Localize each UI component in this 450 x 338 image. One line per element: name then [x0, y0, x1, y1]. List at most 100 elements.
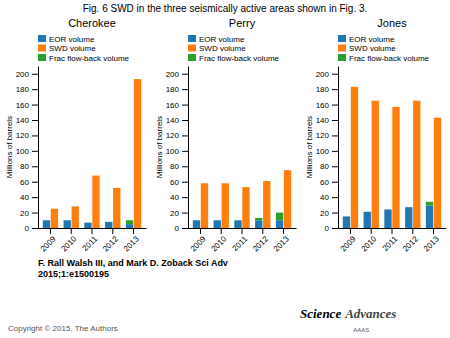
x-tick-mark: [50, 228, 51, 234]
bar: [364, 211, 371, 212]
y-tick-mark: [182, 182, 188, 183]
y-tick-mark: [182, 166, 188, 167]
y-tick-mark: [332, 151, 338, 152]
x-tick-mark: [112, 228, 113, 234]
bar: [384, 209, 391, 210]
x-tick-label: 2010: [209, 234, 228, 253]
y-tick-label: 40: [170, 193, 179, 202]
legend-item: Frac flow-back volume: [38, 54, 130, 63]
y-tick-label: 60: [170, 178, 179, 187]
y-tick-label: 200: [316, 70, 330, 79]
legend-label: SWD volume: [49, 44, 96, 53]
y-tick-mark: [32, 166, 38, 167]
legend-item: SWD volume: [38, 44, 96, 53]
y-tick: 80: [320, 162, 338, 171]
x-tick: 2011: [381, 228, 400, 253]
panel: Perry02040608010012014016018020020092010…: [155, 17, 297, 253]
y-tick-mark: [32, 89, 38, 90]
bars: [193, 170, 291, 228]
y-tick-mark: [32, 197, 38, 198]
y-tick-mark: [332, 120, 338, 121]
y-tick-label: 60: [20, 178, 29, 187]
y-tick-mark: [32, 105, 38, 106]
legend-label: Frac flow-back volume: [49, 54, 130, 63]
legend: EOR volumeSWD volumeFrac flow-back volum…: [188, 35, 280, 63]
bar: [434, 118, 441, 228]
bar: [113, 188, 120, 228]
y-tick-label: 20: [320, 209, 329, 218]
y-tick: 120: [16, 131, 38, 140]
x-tick-label: 2010: [359, 234, 378, 253]
x-tick: 2012: [401, 228, 420, 253]
legend-label: EOR volume: [199, 35, 245, 44]
y-tick-mark: [332, 105, 338, 106]
y-tick-mark: [182, 213, 188, 214]
y-tick: 100: [166, 147, 188, 156]
x-tick: 2011: [231, 228, 250, 253]
y-tick-mark: [332, 89, 338, 90]
bar: [43, 220, 50, 228]
y-tick-label: 160: [166, 101, 180, 110]
legend: EOR volumeSWD volumeFrac flow-back volum…: [338, 35, 430, 63]
y-tick-mark: [32, 228, 38, 229]
x-tick-label: 2013: [122, 234, 141, 253]
x-tick-mark: [392, 228, 393, 234]
legend-swatch: [38, 45, 46, 52]
y-tick: 40: [320, 193, 338, 202]
y-tick: 140: [316, 116, 338, 125]
x-tick-mark: [350, 228, 351, 234]
bar: [255, 220, 262, 228]
y-tick-label: 0: [25, 224, 30, 233]
x-tick: 2009: [189, 228, 208, 253]
x-tick-label: 2012: [101, 234, 120, 253]
panel-title: Jones: [377, 17, 407, 29]
y-tick-mark: [32, 182, 38, 183]
x-tick: 2013: [122, 228, 141, 253]
bars: [43, 79, 141, 228]
bar: [351, 87, 358, 228]
x-tick: 2009: [39, 228, 58, 253]
y-tick: 120: [166, 131, 188, 140]
y-tick-label: 180: [166, 85, 180, 94]
y-tick-mark: [182, 197, 188, 198]
y-tick-label: 120: [166, 131, 180, 140]
bar: [51, 209, 58, 228]
y-tick-mark: [182, 151, 188, 152]
y-tick: 40: [170, 193, 188, 202]
x-tick-label: 2009: [39, 234, 58, 253]
y-tick-label: 0: [325, 224, 330, 233]
x-tick: 2010: [359, 228, 378, 253]
y-tick-mark: [332, 213, 338, 214]
bar: [193, 220, 200, 221]
y-tick-label: 80: [20, 162, 29, 171]
y-tick-label: 80: [170, 162, 179, 171]
legend-label: Frac flow-back volume: [349, 54, 430, 63]
x-tick-mark: [133, 228, 134, 234]
bar: [84, 223, 91, 228]
y-tick: 60: [320, 178, 338, 187]
x-tick-label: 2011: [381, 234, 400, 253]
x-tick-label: 2009: [339, 234, 358, 253]
bar: [364, 212, 371, 228]
y-tick: 80: [20, 162, 38, 171]
y-tick-label: 60: [320, 178, 329, 187]
legend-item: EOR volume: [188, 35, 245, 44]
y-tick: 20: [20, 209, 38, 218]
bar: [413, 101, 420, 228]
bar: [134, 79, 141, 228]
bar: [84, 222, 91, 223]
y-tick-mark: [32, 74, 38, 75]
logo-subtext: AAAS: [353, 327, 369, 333]
bar: [343, 216, 350, 217]
legend-item: SWD volume: [338, 44, 396, 53]
y-tick: 120: [316, 131, 338, 140]
y-tick: 0: [325, 224, 338, 233]
y-tick-label: 120: [16, 131, 30, 140]
bar: [242, 187, 249, 228]
bar: [193, 220, 200, 228]
y-tick-mark: [32, 151, 38, 152]
bar: [343, 216, 350, 228]
x-tick-mark: [242, 228, 243, 234]
copyright-text: Copyright © 2015, The Authors: [8, 324, 118, 333]
panel-title: Cherokee: [68, 17, 116, 29]
